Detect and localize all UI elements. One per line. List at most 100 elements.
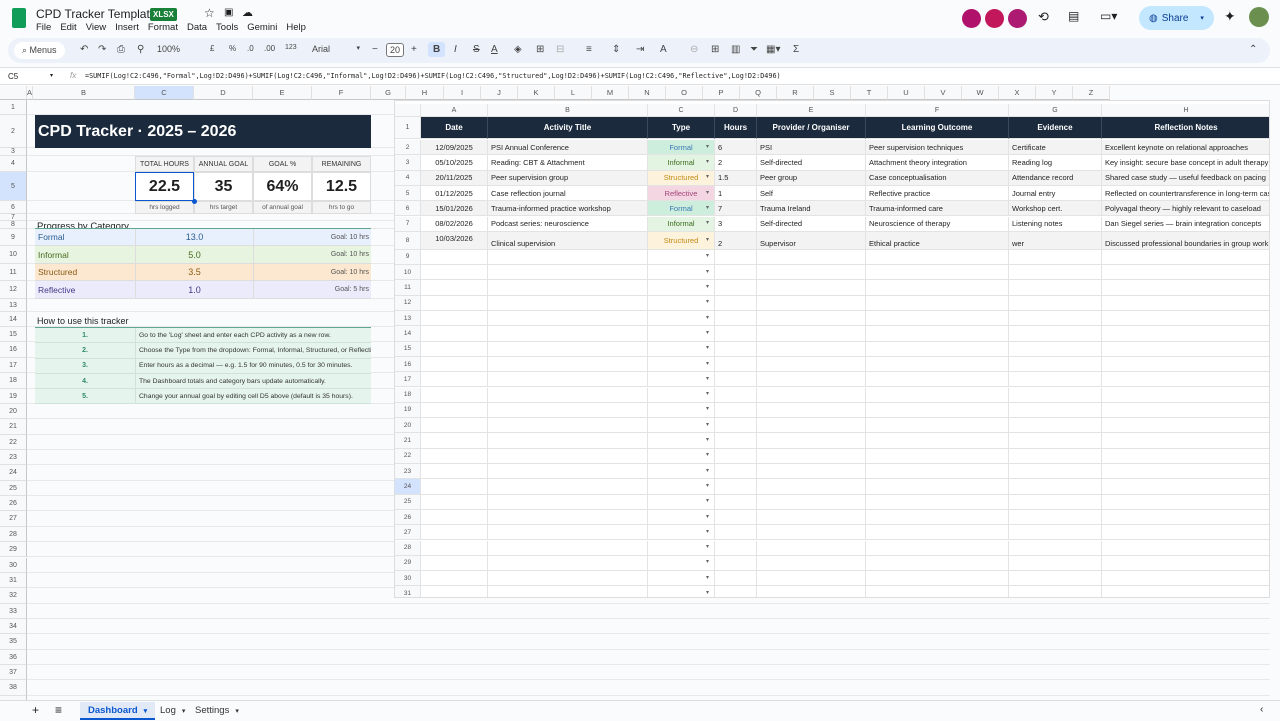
column-header-M[interactable]: M (592, 86, 629, 100)
log-date[interactable]: 05/10/2025 (421, 155, 488, 171)
column-header-L[interactable]: L (555, 86, 592, 100)
filter-views-icon[interactable]: ▦▾ (766, 44, 781, 55)
log-learning-outcome[interactable] (866, 402, 1009, 419)
font-select[interactable]: Arial ▾ (312, 44, 360, 54)
strikethrough-button[interactable]: S (473, 44, 480, 55)
column-header-N[interactable]: N (629, 86, 666, 100)
log-hours[interactable] (715, 295, 757, 311)
link-icon[interactable]: ⊖ (690, 44, 699, 55)
menu-data[interactable]: Data (186, 22, 208, 33)
log-provider[interactable] (757, 402, 866, 419)
row-header[interactable]: 29 (395, 555, 421, 572)
log-reflection-notes[interactable] (1102, 296, 1269, 311)
log-hours[interactable] (715, 540, 757, 556)
comment-icon[interactable]: ⊞ (711, 44, 720, 55)
log-date[interactable] (421, 448, 488, 464)
row-header[interactable]: 14 (395, 326, 421, 342)
log-date[interactable]: 08/02/2026 (421, 216, 488, 232)
column-header-P[interactable]: P (703, 86, 740, 100)
align-icon[interactable]: ≡ (586, 44, 592, 55)
log-hours[interactable]: 3 (715, 216, 757, 232)
scroll-left-icon[interactable]: ‹ (1260, 704, 1264, 715)
log-date[interactable] (421, 494, 488, 510)
log-date[interactable]: 20/11/2025 (421, 170, 488, 186)
log-hours[interactable]: 2 (715, 155, 757, 171)
font-size-input[interactable]: 20 (386, 43, 405, 57)
kpi-value[interactable]: 12.5 (312, 172, 371, 201)
zoom-select[interactable]: 100% (157, 44, 181, 54)
column-header-F[interactable]: F (866, 104, 1009, 117)
log-hours[interactable] (715, 311, 757, 327)
log-evidence[interactable]: Listening notes (1009, 216, 1102, 232)
sheets-logo[interactable] (12, 8, 26, 28)
column-header-Y[interactable]: Y (1036, 86, 1073, 100)
log-activity-title[interactable]: Trauma-informed practice workshop (488, 201, 648, 217)
dropdown-arrow-icon[interactable]: ▾ (706, 253, 710, 260)
row-header[interactable]: 34 (0, 618, 27, 635)
sheet-tab-dashboard[interactable]: Dashboard ▾ (80, 702, 156, 720)
log-reflection-notes[interactable] (1102, 556, 1269, 572)
log-provider[interactable] (757, 356, 866, 373)
log-hours[interactable] (715, 402, 757, 419)
menu-tools[interactable]: Tools (216, 22, 239, 33)
log-reflection-notes[interactable] (1102, 265, 1269, 281)
row-header[interactable]: 3 (0, 148, 27, 156)
column-header-A[interactable]: A (421, 104, 488, 117)
log-date[interactable] (421, 280, 488, 296)
log-evidence[interactable]: wer (1009, 231, 1102, 250)
log-activity-title[interactable] (488, 418, 648, 434)
type-dropdown[interactable] (648, 249, 715, 266)
log-date[interactable] (421, 341, 488, 357)
log-activity-title[interactable] (488, 540, 648, 556)
log-reflection-notes[interactable] (1102, 403, 1269, 419)
row-header[interactable]: 25 (395, 494, 421, 510)
fill-color-icon[interactable]: ◈ (514, 44, 522, 55)
type-dropdown[interactable] (648, 326, 715, 342)
row-header[interactable]: 27 (395, 525, 421, 541)
log-activity-title[interactable]: PSI Annual Conference (488, 140, 648, 156)
dropdown-arrow-icon[interactable]: ▾ (706, 174, 710, 181)
dropdown-arrow-icon[interactable]: ▾ (706, 513, 710, 520)
row-header[interactable]: 17 (0, 357, 27, 374)
column-header-G[interactable]: G (1009, 104, 1102, 117)
type-dropdown[interactable] (648, 509, 715, 526)
log-evidence[interactable]: Attendance record (1009, 170, 1102, 186)
print-icon[interactable]: ⎙ (117, 44, 125, 55)
menu-help[interactable]: Help (286, 22, 306, 33)
log-learning-outcome[interactable] (866, 326, 1009, 342)
log-hours[interactable] (715, 249, 757, 266)
type-dropdown[interactable]: Informal (648, 216, 715, 232)
log-reflection-notes[interactable] (1102, 311, 1269, 327)
log-reflection-notes[interactable] (1102, 495, 1269, 510)
column-header-E[interactable]: E (253, 86, 312, 100)
log-reflection-notes[interactable]: Shared case study — useful feedback on p… (1102, 170, 1269, 186)
log-activity-title[interactable]: Peer supervision group (488, 170, 648, 186)
log-reflection-notes[interactable] (1102, 541, 1269, 556)
row-header[interactable]: 7 (0, 214, 27, 221)
log-evidence[interactable] (1009, 280, 1102, 296)
row-header[interactable]: 30 (395, 571, 421, 587)
row-header[interactable]: 19 (0, 388, 27, 404)
log-hours[interactable]: 7 (715, 201, 757, 217)
log-hours[interactable] (715, 555, 757, 572)
undo-icon[interactable]: ↶ (80, 44, 89, 55)
column-header-S[interactable]: S (814, 86, 851, 100)
log-hours[interactable] (715, 387, 757, 403)
type-dropdown[interactable] (648, 571, 715, 587)
log-activity-title[interactable] (488, 372, 648, 388)
filter-icon[interactable]: ⏷ (750, 44, 758, 55)
log-date[interactable] (421, 295, 488, 311)
log-activity-title[interactable] (488, 571, 648, 587)
row-header[interactable]: 12 (0, 281, 27, 299)
log-evidence[interactable] (1009, 295, 1102, 311)
menu-format[interactable]: Format (147, 22, 178, 33)
log-learning-outcome[interactable] (866, 372, 1009, 388)
log-hours[interactable] (715, 433, 757, 449)
row-header[interactable]: 16 (0, 342, 27, 358)
currency-button[interactable]: £ (210, 44, 215, 53)
log-reflection-notes[interactable] (1102, 586, 1269, 597)
log-date[interactable]: 15/01/2026 (421, 201, 488, 217)
dropdown-arrow-icon[interactable]: ▾ (706, 284, 710, 291)
type-dropdown[interactable]: Reflective (648, 185, 715, 202)
row-header[interactable]: 37 (0, 664, 27, 681)
